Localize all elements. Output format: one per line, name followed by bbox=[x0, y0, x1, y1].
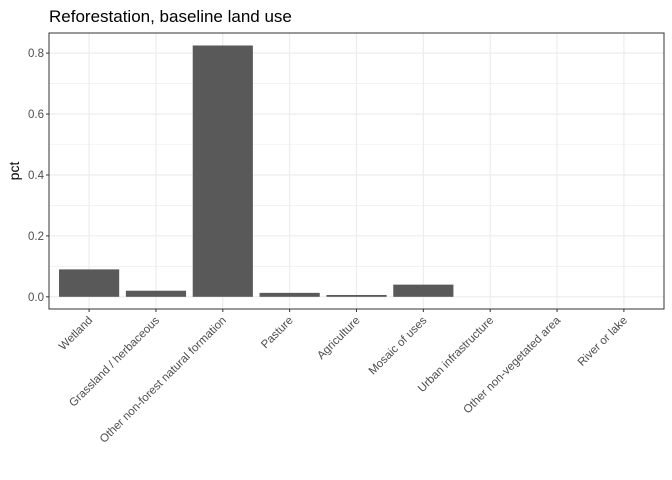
y-axis-title: pct bbox=[6, 162, 22, 181]
bars bbox=[59, 45, 454, 297]
x-tick-label: Urban infrastructure bbox=[416, 315, 496, 395]
y-tick-label: 0.8 bbox=[28, 48, 44, 60]
grid-major bbox=[49, 33, 664, 309]
bar-6 bbox=[393, 284, 454, 297]
x-tick-label: Wetland bbox=[57, 315, 95, 353]
bar-1 bbox=[59, 269, 120, 297]
y-tick-label: 0.4 bbox=[28, 170, 45, 182]
x-tick-label: Other non-forest natural formation bbox=[98, 315, 229, 446]
y-tick-label: 0.0 bbox=[28, 292, 44, 304]
bar-5 bbox=[326, 294, 387, 297]
x-tick-label: Agriculture bbox=[315, 315, 362, 362]
bar-2 bbox=[125, 290, 187, 297]
x-tick-label: Pasture bbox=[259, 315, 296, 352]
x-tick-label: Mosaic of uses bbox=[367, 314, 430, 377]
chart-title: Reforestation, baseline land use bbox=[49, 7, 292, 26]
bar-3 bbox=[192, 45, 253, 297]
y-axis: 0.0 0.2 0.4 0.6 0.8 bbox=[28, 48, 49, 304]
x-tick-label: River or lake bbox=[576, 315, 630, 369]
y-tick-label: 0.6 bbox=[28, 109, 44, 121]
y-tick-label: 0.2 bbox=[28, 231, 44, 243]
bar-4 bbox=[259, 292, 320, 297]
